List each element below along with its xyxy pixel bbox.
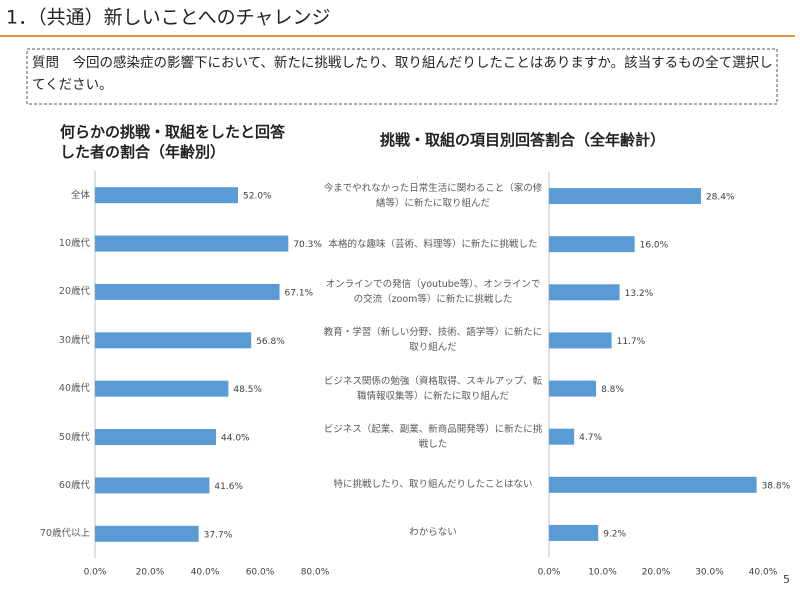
bar — [549, 332, 612, 349]
category-label: 60歳代 — [58, 479, 90, 491]
value-label: 4.7% — [579, 433, 602, 443]
category-holder: 30歳代 — [58, 334, 90, 346]
bar — [95, 187, 238, 204]
category-label: 本格的な趣味（芸術、料理等）に新たに挑戦した — [328, 238, 538, 250]
category-holder: わからない — [409, 527, 457, 539]
x-tick-label: 80.0% — [301, 568, 330, 578]
category-label: 70歳代以上 — [39, 528, 90, 540]
bar — [95, 477, 210, 494]
x-tick-label: 20.0% — [642, 568, 671, 578]
category-holder: 60歳代 — [58, 479, 90, 491]
value-label: 8.8% — [601, 385, 624, 395]
bar — [549, 236, 635, 253]
x-tick-label: 20.0% — [136, 568, 165, 578]
x-tick-label: 10.0% — [588, 568, 617, 578]
category-label: 全体 — [70, 189, 90, 201]
category-label: ビジネス関係の勉強（資格取得、スキルアップ、転職情報収集等）に新たに取り組んだ — [323, 375, 543, 402]
category-holder: 今までやれなかった日常生活に関わること（家の修繕等）に新たに取り組んだ — [323, 183, 543, 210]
category-label: 10歳代 — [58, 238, 90, 250]
bar — [95, 525, 199, 542]
slide-title: 1．（共通）新しいことへのチャレンジ — [6, 7, 330, 29]
page-number: 5 — [783, 573, 790, 586]
category-holder: 70歳代以上 — [39, 528, 90, 540]
bar — [549, 428, 575, 445]
value-label: 48.5% — [233, 385, 262, 395]
bar — [95, 283, 280, 300]
x-tick-label: 0.0% — [538, 568, 561, 578]
bar — [95, 429, 216, 446]
category-label: ビジネス（起業、副業、新商品開発等）に新たに挑戦した — [323, 423, 543, 450]
category-holder: 20歳代 — [58, 286, 90, 298]
question-holder: 質問 今回の感染症の影響下において、新たに挑戦したり、取り組んだりしたことはあり… — [32, 55, 773, 93]
bar — [549, 476, 757, 493]
bar — [549, 380, 597, 397]
category-holder: 50歳代 — [58, 431, 90, 443]
x-tick-label: 40.0% — [749, 568, 778, 578]
category-label: 50歳代 — [58, 431, 90, 443]
category-holder: 10歳代 — [58, 238, 90, 250]
chart-title-holder: 何らかの挑戦・取組をしたと回答した者の割合（年齢別） — [60, 123, 286, 161]
x-tick-label: 60.0% — [246, 568, 275, 578]
x-tick-label: 40.0% — [191, 568, 220, 578]
bar — [95, 332, 252, 349]
value-label: 9.2% — [603, 529, 626, 539]
category-holder: 特に挑戦したり、取り組んだりしたことはない — [333, 479, 533, 491]
category-label: わからない — [409, 527, 457, 539]
category-label: 30歳代 — [58, 334, 90, 346]
chart-title: 挑戦・取組の項目別回答割合（全年齢計） — [380, 131, 666, 149]
value-label: 38.8% — [762, 481, 791, 491]
value-label: 56.8% — [256, 337, 285, 347]
bar — [549, 524, 599, 541]
value-label: 13.2% — [625, 289, 654, 299]
value-label: 67.1% — [285, 288, 314, 298]
question: 質問 今回の感染症の影響下において、新たに挑戦したり、取り組んだりしたことはあり… — [32, 55, 773, 93]
chart-title: 何らかの挑戦・取組をしたと回答した者の割合（年齢別） — [60, 123, 286, 161]
category-holder: ビジネス関係の勉強（資格取得、スキルアップ、転職情報収集等）に新たに取り組んだ — [323, 375, 543, 402]
x-tick-label: 0.0% — [84, 568, 107, 578]
value-label: 28.4% — [706, 193, 735, 203]
category-holder: 教育・学習（新しい分野、技術、語学等）に新たに取り組んだ — [323, 327, 543, 354]
category-label: オンラインでの発信（youtube等）、オンラインでの交流（zoom等）に新たに… — [325, 279, 541, 306]
value-label: 16.0% — [640, 241, 669, 251]
chart-title-holder: 挑戦・取組の項目別回答割合（全年齢計） — [380, 131, 666, 149]
value-label: 37.7% — [204, 530, 233, 540]
bar — [95, 380, 229, 397]
category-holder: 40歳代 — [58, 383, 90, 395]
value-label: 52.0% — [243, 192, 272, 202]
category-holder: ビジネス（起業、副業、新商品開発等）に新たに挑戦した — [323, 423, 543, 450]
bar — [95, 235, 289, 252]
bar — [549, 284, 620, 301]
category-holder: 全体 — [70, 189, 90, 201]
category-label: 今までやれなかった日常生活に関わること（家の修繕等）に新たに取り組んだ — [323, 183, 543, 210]
value-label: 70.3% — [293, 240, 322, 250]
value-label: 44.0% — [221, 434, 250, 444]
category-label: 20歳代 — [58, 286, 90, 298]
value-label: 11.7% — [617, 337, 646, 347]
category-holder: オンラインでの発信（youtube等）、オンラインでの交流（zoom等）に新たに… — [325, 279, 541, 306]
bar — [549, 188, 701, 205]
category-label: 特に挑戦したり、取り組んだりしたことはない — [333, 479, 533, 491]
x-tick-label: 30.0% — [695, 568, 724, 578]
question-box — [26, 48, 778, 105]
category-holder: 本格的な趣味（芸術、料理等）に新たに挑戦した — [328, 238, 538, 250]
category-label: 教育・学習（新しい分野、技術、語学等）に新たに取り組んだ — [323, 327, 543, 354]
category-label: 40歳代 — [58, 383, 90, 395]
value-label: 41.6% — [214, 482, 243, 492]
